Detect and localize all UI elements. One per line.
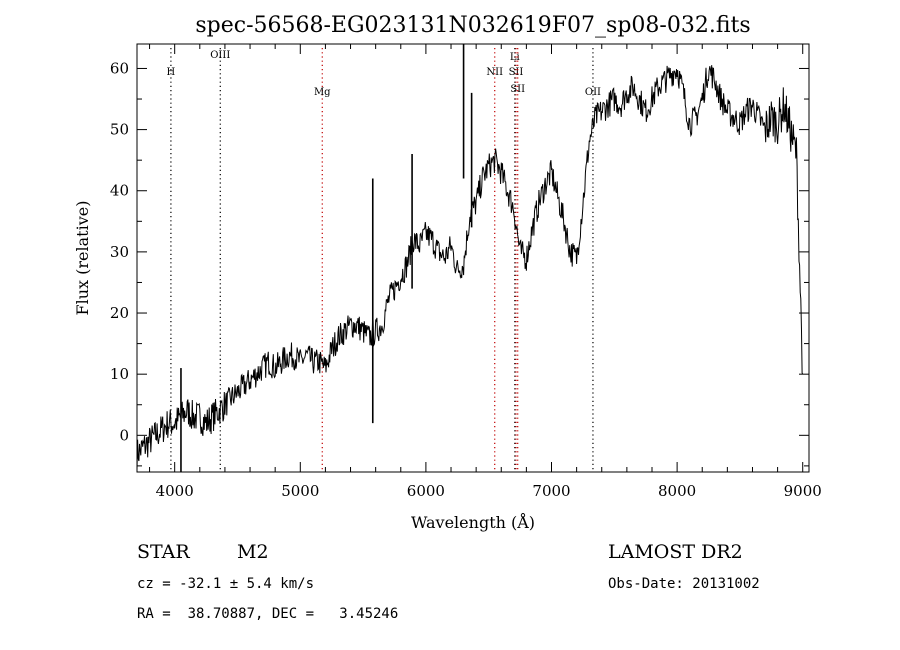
x-tick-label: 7000 [532,482,570,500]
y-tick-label: 20 [110,304,129,322]
object-subclass: M2 [237,541,269,563]
line-marker-label: Mg [314,87,331,98]
chart-title: spec-56568-EG023131N032619F07_sp08-032.f… [195,13,750,38]
coordinates: RA = 38.70887, DEC = 3.45246 [137,606,399,622]
observation-date: Obs-Date: 20131002 [608,576,760,592]
y-tick-label: 0 [119,426,129,444]
line-marker-label: SII [509,67,524,78]
line-marker-label: SII [510,84,525,95]
line-marker-label: NII [486,67,503,78]
redshift-info: cz = -32.1 ± 5.4 km/s [137,576,315,592]
x-axis-label: Wavelength (Å) [411,512,535,532]
survey-name: LAMOST DR2 [608,541,743,563]
y-tick-label: 10 [110,365,129,383]
x-tick-label: 5000 [281,482,319,500]
x-tick-label: 8000 [658,482,696,500]
line-marker-label: H [167,67,176,78]
y-tick-label: 40 [110,182,129,200]
y-tick-label: 30 [110,243,129,261]
y-tick-label: 60 [110,59,129,77]
y-tick-label: 50 [110,121,129,139]
line-marker-label: Li [510,52,520,63]
line-marker-label: OII [585,87,601,98]
plot-frame [136,43,810,473]
plot-area: H OIII Mg NII Li SII SII OII 4000 5000 6000 7000 800… [110,43,822,500]
x-tick-label: 4000 [156,482,194,500]
line-marker-label: OIII [210,50,230,61]
x-tick-label: 9000 [784,482,822,500]
object-class: STAR [137,541,190,563]
spectrum-line [136,65,804,470]
x-tick-label: 6000 [407,482,445,500]
y-axis-label: Flux (relative) [73,201,92,316]
